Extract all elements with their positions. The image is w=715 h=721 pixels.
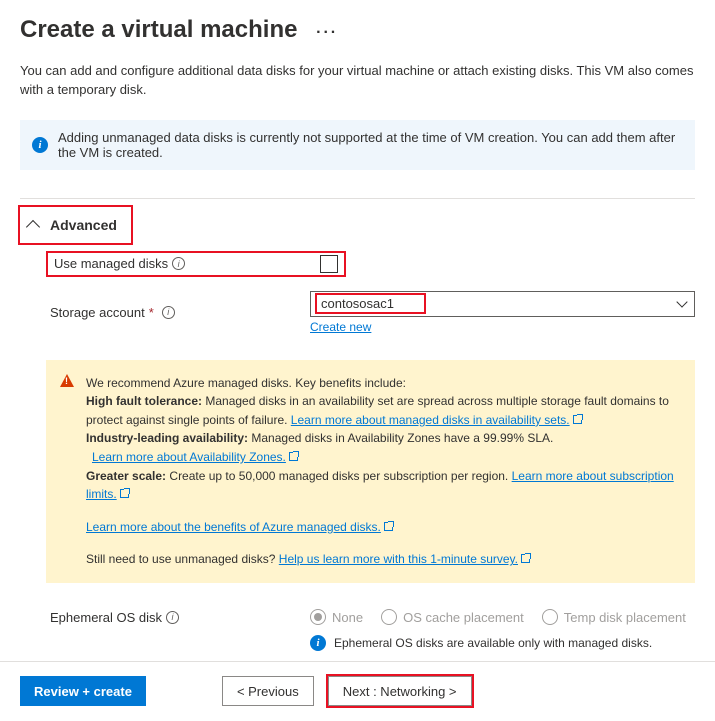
ephemeral-opt-cache: OS cache placement [403,610,524,625]
warn-benefits-link[interactable]: Learn more about the benefits of Azure m… [86,520,381,534]
advanced-section-toggle[interactable]: Advanced [20,209,121,241]
external-link-icon [289,452,298,461]
ephemeral-label: Ephemeral OS disk [50,610,162,625]
radio-icon [310,609,326,625]
warn-ila-link[interactable]: Learn more about Availability Zones. [92,450,286,464]
info-icon: i [310,635,326,651]
previous-button[interactable]: < Previous [222,676,314,706]
ephemeral-note: Ephemeral OS disks are available only wi… [334,636,652,650]
ephemeral-radio-none[interactable]: None [310,609,363,625]
divider [20,198,695,199]
ephemeral-radio-cache[interactable]: OS cache placement [381,609,524,625]
required-asterisk: * [149,305,154,320]
warning-icon [60,374,74,387]
review-create-button[interactable]: Review + create [20,676,146,706]
ephemeral-opt-temp: Temp disk placement [564,610,686,625]
external-link-icon [521,554,530,563]
use-managed-disks-checkbox[interactable] [320,255,338,273]
warn-scale-text: Create up to 50,000 managed disks per su… [166,469,512,483]
chevron-down-icon [676,297,687,308]
radio-icon [542,609,558,625]
more-menu-icon[interactable]: ··· [316,24,338,41]
warn-hft-bold: High fault tolerance: [86,394,202,408]
help-icon[interactable]: i [162,306,175,319]
wizard-footer: Review + create < Previous Next : Networ… [0,661,715,720]
warn-hft-link[interactable]: Learn more about managed disks in availa… [291,413,570,427]
next-button[interactable]: Next : Networking > [328,676,472,706]
warn-ila-bold: Industry-leading availability: [86,431,248,445]
radio-icon [381,609,397,625]
page-description: You can add and configure additional dat… [20,62,695,100]
warn-survey-link[interactable]: Help us learn more with this 1-minute su… [279,552,518,566]
create-new-link[interactable]: Create new [310,320,371,334]
warn-intro: We recommend Azure managed disks. Key be… [86,374,679,393]
chevron-up-icon [26,220,40,234]
ephemeral-radio-temp[interactable]: Temp disk placement [542,609,686,625]
info-banner: i Adding unmanaged data disks is current… [20,120,695,170]
info-icon: i [32,137,48,153]
external-link-icon [384,522,393,531]
page-title: Create a virtual machine [20,16,297,43]
use-managed-disks-label: Use managed disks [54,256,168,271]
storage-account-label: Storage account [50,305,145,320]
storage-account-value: contososac1 [321,296,394,311]
warn-survey-text: Still need to use unmanaged disks? [86,552,279,566]
advanced-heading: Advanced [50,217,117,233]
info-banner-text: Adding unmanaged data disks is currently… [58,130,683,160]
storage-account-select[interactable]: contososac1 [310,291,695,317]
warning-panel: We recommend Azure managed disks. Key be… [46,360,695,583]
external-link-icon [120,489,129,498]
warn-scale-bold: Greater scale: [86,469,166,483]
ephemeral-opt-none: None [332,610,363,625]
warn-ila-text: Managed disks in Availability Zones have… [248,431,553,445]
help-icon[interactable]: i [172,257,185,270]
external-link-icon [573,415,582,424]
help-icon[interactable]: i [166,611,179,624]
